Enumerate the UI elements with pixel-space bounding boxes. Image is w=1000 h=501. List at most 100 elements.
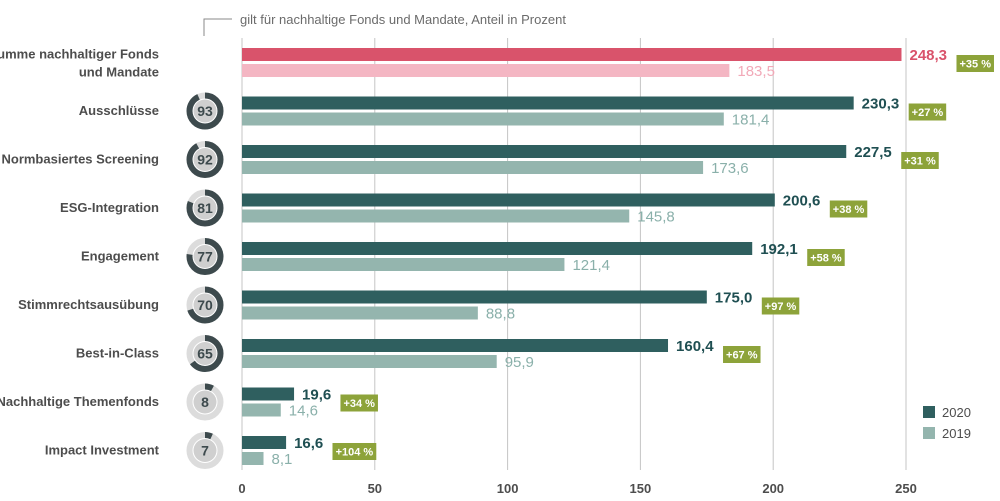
share-donut-center — [193, 293, 217, 317]
share-donut-label: 77 — [197, 249, 213, 265]
bar-2020 — [242, 96, 854, 110]
growth-badge — [829, 200, 868, 218]
share-donut-center — [193, 99, 217, 123]
category-row: Engagement 192,1 121,4 +58 % 77 — [81, 238, 845, 275]
rows: Summe nachhaltiger Fonds und Mandate 248,3… — [0, 47, 994, 469]
x-axis: 0 50 100 150 200 250 — [238, 481, 916, 496]
x-tick-label: 250 — [895, 481, 917, 496]
growth-badge — [807, 249, 845, 266]
category-label: Summe nachhaltiger Fonds und Mandate — [0, 47, 159, 80]
category-label: Best-in-Class — [76, 346, 159, 361]
share-donut-label: 93 — [197, 103, 213, 119]
bar-2020 — [242, 339, 669, 352]
category-row: Ausschlüsse 230,3 181,4 +27 % 93 — [79, 92, 947, 130]
value-label-2020: 160,4 — [676, 338, 714, 355]
chart-note: gilt für nachhaltige Fonds und Mandate, … — [240, 12, 566, 27]
category-label: Ausschlüsse — [79, 103, 159, 118]
share-donut-arc — [186, 286, 224, 324]
value-label-2020: 175,0 — [715, 290, 753, 307]
category-label: Engagement — [81, 249, 160, 264]
value-label-2019: 95,9 — [505, 354, 534, 371]
value-label-2020: 248,3 — [909, 47, 947, 64]
share-donut-arc — [186, 432, 224, 469]
share-donut-center — [193, 196, 217, 220]
share-donut-center — [193, 390, 217, 414]
x-tick-label: 0 — [238, 481, 245, 496]
category-row: Impact Investment 16,68,1 +104 % 7 — [45, 432, 377, 469]
share-donut-arc — [186, 141, 224, 178]
category-row: Best-in-Class 160,4 95,9 +67 % 65 — [76, 335, 761, 372]
category-row: ESG-Integration 200,6 145,8 +38 % 81 — [60, 189, 868, 227]
category-row: Normbasiertes Screening 227,5 173,6 +31 % 92 — [1, 141, 939, 178]
share-donut-arc — [186, 238, 224, 275]
growth-badge-label: +58 % — [810, 253, 842, 265]
category-label: ESG-Integration — [60, 200, 159, 215]
growth-badge-label: +34 % — [343, 398, 375, 410]
bar-2019 — [242, 403, 281, 417]
legend-swatch-2020 — [923, 406, 935, 418]
share-donut-arc — [186, 92, 224, 130]
bar-2019 — [242, 355, 497, 368]
x-tick-label: 100 — [497, 481, 519, 496]
bar-2019 — [242, 258, 565, 271]
share-donut-label: 92 — [197, 152, 213, 168]
value-label-2019: 145,8 — [637, 209, 675, 226]
bar-2020 — [242, 436, 287, 449]
note-group: gilt für nachhaltige Fonds und Mandate, … — [203, 12, 566, 36]
bar-2020 — [242, 242, 753, 255]
value-label-2019: 183,5 — [737, 63, 775, 80]
category-label: Impact Investment — [45, 443, 160, 458]
category-row: Nachhaltige Themenfonds 19,614,6 +34 % 8 — [0, 383, 378, 421]
value-label-2019: 88,8 — [486, 306, 515, 323]
bar-2019 — [242, 306, 478, 320]
share-donut-label: 81 — [197, 200, 213, 216]
bar-2019 — [242, 64, 730, 77]
value-label-2020: 16,6 — [294, 435, 323, 452]
growth-badge — [723, 346, 761, 363]
growth-badge — [956, 55, 994, 72]
growth-badge-label: +27 % — [912, 107, 944, 119]
category-label: Normbasiertes Screening — [1, 152, 159, 167]
value-label-2020: 192,1 — [760, 241, 798, 258]
growth-badge — [901, 152, 939, 169]
growth-badge — [340, 394, 378, 412]
share-donut-label: 7 — [201, 443, 209, 459]
x-tick-label: 200 — [762, 481, 784, 496]
x-tick-label: 50 — [368, 481, 382, 496]
growth-badge-label: +67 % — [726, 350, 758, 362]
share-donut-arc — [186, 335, 224, 372]
bar-2019 — [242, 452, 264, 465]
growth-badge — [761, 297, 800, 315]
value-label-2020: 227,5 — [854, 144, 892, 161]
share-donut-label: 8 — [201, 394, 209, 410]
bar-2020 — [242, 387, 295, 401]
value-label-2020: 200,6 — [783, 193, 821, 210]
growth-badge-label: +104 % — [336, 447, 374, 459]
legend-label-2019: 2019 — [942, 426, 971, 441]
value-label-2019: 8,1 — [272, 451, 293, 468]
bar-2020 — [242, 193, 775, 207]
note-bracket — [203, 18, 232, 36]
share-donut-arc — [186, 383, 224, 421]
share-donut-arc — [186, 189, 224, 227]
bar-2019 — [242, 209, 630, 223]
legend-swatch-2019 — [923, 427, 935, 439]
share-donut-center — [193, 148, 217, 171]
value-label-2019: 173,6 — [711, 160, 749, 177]
growth-badge — [908, 103, 947, 121]
share-donut-center — [193, 342, 217, 365]
legend-label-2020: 2020 — [942, 405, 971, 420]
category-label: Nachhaltige Themenfonds — [0, 394, 159, 409]
growth-badge-label: +31 % — [904, 156, 936, 168]
category-label: Stimmrechtsausübung — [18, 297, 159, 312]
legend: 2020 2019 — [923, 405, 971, 441]
value-label-2020: 19,6 — [302, 387, 331, 404]
x-tick-label: 150 — [630, 481, 652, 496]
growth-badge-label: +38 % — [833, 204, 865, 216]
category-row: Summe nachhaltiger Fonds und Mandate 248,3… — [0, 47, 994, 80]
category-row: Stimmrechtsausübung 175,0 88,8 +97 % 70 — [18, 286, 800, 324]
growth-badge-label: +97 % — [765, 301, 797, 313]
share-donut-label: 70 — [197, 297, 213, 313]
value-label-2019: 181,4 — [732, 112, 770, 129]
